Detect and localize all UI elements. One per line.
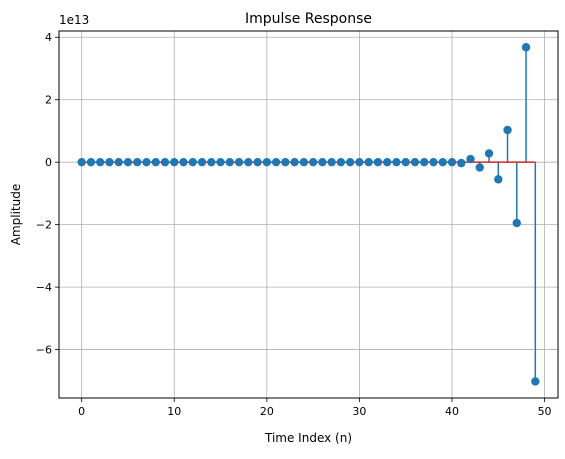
stem-marker bbox=[373, 157, 383, 167]
stem-marker bbox=[521, 43, 531, 52]
stem-marker bbox=[142, 157, 151, 167]
stem-marker bbox=[401, 157, 410, 167]
plot-frame bbox=[58, 30, 559, 399]
stem-marker bbox=[234, 157, 244, 167]
stem-marker bbox=[392, 157, 401, 167]
stem-marker bbox=[188, 157, 197, 167]
stem-marker bbox=[281, 157, 290, 167]
stem-marker bbox=[410, 157, 420, 167]
stem-marker bbox=[86, 157, 96, 167]
stem-marker bbox=[225, 157, 235, 167]
x-tick-label: 20 bbox=[260, 405, 274, 418]
stem-marker bbox=[512, 218, 522, 228]
stem-marker bbox=[531, 377, 540, 386]
stem-marker bbox=[345, 157, 355, 167]
x-tick-label: 50 bbox=[538, 405, 552, 418]
stem-marker bbox=[466, 154, 475, 164]
stem-marker bbox=[299, 157, 309, 167]
stem-marker bbox=[170, 157, 179, 167]
stem-marker bbox=[308, 157, 318, 167]
stem-marker bbox=[494, 175, 503, 184]
y-tick-label: 4 bbox=[45, 31, 52, 44]
stem-marker bbox=[123, 157, 133, 167]
x-tick-label: 0 bbox=[78, 405, 85, 418]
stem-marker bbox=[197, 157, 207, 167]
stem-marker bbox=[207, 157, 216, 167]
x-axis-label: Time Index (n) bbox=[264, 431, 352, 445]
stem-marker bbox=[327, 157, 336, 167]
stem-marker bbox=[271, 157, 281, 167]
stem-marker bbox=[484, 149, 494, 158]
y-tick-label: −2 bbox=[36, 219, 52, 232]
y-offset-label: 1e13 bbox=[59, 13, 89, 27]
chart-title: Impulse Response bbox=[245, 11, 372, 27]
stem-marker bbox=[475, 163, 484, 172]
y-axis-label: Amplitude bbox=[9, 184, 23, 246]
stem-marker bbox=[77, 157, 86, 167]
x-tick-label: 40 bbox=[445, 405, 459, 418]
x-tick-label: 30 bbox=[352, 405, 366, 418]
stem-marker bbox=[133, 157, 142, 167]
stem-marker bbox=[253, 157, 262, 167]
markers bbox=[77, 43, 540, 386]
stem-marker bbox=[364, 157, 373, 167]
stem-marker bbox=[216, 157, 225, 167]
stem-marker bbox=[420, 157, 429, 167]
y-tick-label: 0 bbox=[45, 156, 52, 169]
stem-marker bbox=[95, 157, 105, 167]
stem-marker bbox=[114, 157, 123, 167]
y-tick-label: −4 bbox=[36, 281, 52, 294]
stem-marker bbox=[503, 125, 512, 135]
stem-marker bbox=[179, 157, 188, 167]
stem-marker bbox=[457, 158, 466, 168]
stem-marker bbox=[355, 157, 364, 167]
stem-marker bbox=[318, 157, 327, 167]
x-tick-label: 10 bbox=[167, 405, 181, 418]
y-tick-label: 2 bbox=[45, 94, 52, 107]
stem-marker bbox=[244, 157, 253, 167]
stem-marker bbox=[105, 157, 114, 167]
stem-marker bbox=[429, 157, 438, 167]
stem-marker bbox=[447, 157, 457, 167]
y-tick-label: −6 bbox=[36, 344, 52, 357]
stem-marker bbox=[438, 157, 447, 167]
stem-marker bbox=[262, 157, 272, 167]
stem-marker bbox=[160, 157, 170, 167]
stem-marker bbox=[336, 157, 346, 167]
stem-marker bbox=[382, 157, 392, 167]
stem-marker bbox=[290, 157, 299, 167]
stem-marker bbox=[151, 157, 160, 167]
